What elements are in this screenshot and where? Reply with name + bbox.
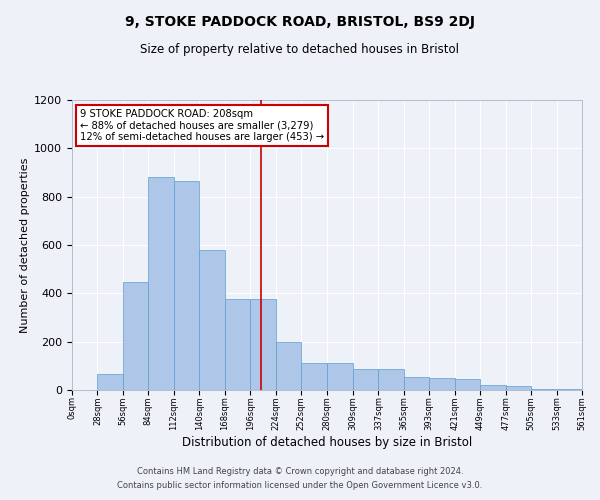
Text: Size of property relative to detached houses in Bristol: Size of property relative to detached ho… [140, 42, 460, 56]
Text: 9 STOKE PADDOCK ROAD: 208sqm
← 88% of detached houses are smaller (3,279)
12% of: 9 STOKE PADDOCK ROAD: 208sqm ← 88% of de… [80, 108, 324, 142]
Bar [301, 364, 326, 390]
Bar [326, 364, 353, 390]
Bar [123, 282, 148, 390]
Text: 9, STOKE PADDOCK ROAD, BRISTOL, BS9 2DJ: 9, STOKE PADDOCK ROAD, BRISTOL, BS9 2DJ [125, 15, 475, 29]
Y-axis label: Number of detached properties: Number of detached properties [20, 158, 30, 332]
Bar [174, 181, 199, 390]
Bar [480, 385, 506, 390]
Bar [250, 300, 275, 390]
Bar [506, 386, 531, 390]
Bar [199, 250, 225, 390]
Bar [148, 178, 174, 390]
Bar [275, 342, 301, 390]
Bar [97, 374, 123, 390]
Bar [379, 370, 404, 390]
Bar [404, 376, 429, 390]
Bar [429, 378, 455, 390]
X-axis label: Distribution of detached houses by size in Bristol: Distribution of detached houses by size … [182, 436, 472, 449]
Bar [455, 379, 480, 390]
Text: Contains HM Land Registry data © Crown copyright and database right 2024.: Contains HM Land Registry data © Crown c… [137, 467, 463, 476]
Bar [531, 389, 557, 390]
Bar [225, 300, 250, 390]
Bar [557, 389, 582, 390]
Text: Contains public sector information licensed under the Open Government Licence v3: Contains public sector information licen… [118, 481, 482, 490]
Bar [353, 370, 379, 390]
